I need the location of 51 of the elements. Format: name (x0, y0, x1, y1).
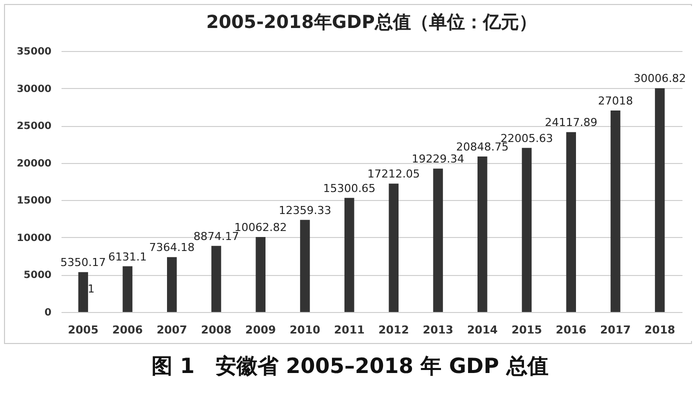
data-label: 27018 (598, 94, 633, 108)
data-label: 8874.17 (194, 230, 239, 243)
data-label: 30006.82 (634, 72, 686, 86)
bar (167, 257, 177, 312)
x-tick-label: 2011 (334, 324, 365, 336)
data-label: 17212.05 (367, 168, 420, 181)
x-tick-label: 2006 (112, 324, 144, 336)
annotation: 1 (88, 282, 95, 296)
data-label: 19229.34 (412, 152, 464, 166)
bar (610, 110, 620, 312)
data-label: 12359.33 (278, 204, 332, 217)
data-label: 24117.89 (544, 116, 598, 130)
x-tick-label: 2018 (644, 324, 676, 336)
data-label: 7364.18 (149, 241, 195, 254)
x-tick-label: 2008 (200, 324, 232, 336)
data-label: 20848.75 (456, 140, 509, 154)
bar (388, 184, 399, 312)
x-tick-label: 2015 (511, 324, 542, 336)
bar (78, 272, 88, 312)
y-tick-label: 30000 (16, 84, 52, 95)
x-tick-label: 2005 (68, 324, 98, 336)
x-tick-label: 2017 (600, 324, 631, 336)
bar (344, 198, 354, 312)
x-tick-label: 2012 (378, 324, 409, 336)
data-label: 6131.1 (108, 250, 147, 264)
x-tick-label: 2013 (422, 324, 454, 336)
data-label: 15300.65 (323, 182, 376, 195)
y-tick-label: 10000 (16, 232, 52, 244)
y-tick-label: 15000 (16, 196, 52, 207)
bar (522, 148, 532, 312)
y-tick-label: 20000 (16, 158, 52, 170)
y-tick-label: 35000 (16, 46, 52, 58)
caption: 图 1 安徽省 2005–2018 年 GDP 总值 (150, 353, 550, 380)
bar (122, 266, 132, 312)
chart-title: 2005-2018年GDP总值（单位：亿元） (206, 12, 537, 33)
data-label: 5350.17 (60, 256, 106, 270)
bar (566, 132, 576, 312)
x-tick-label: 2010 (290, 324, 321, 336)
bar (300, 220, 310, 312)
x-tick-label: 2016 (556, 324, 587, 336)
y-tick-label: 0 (44, 308, 52, 318)
bar (478, 156, 488, 312)
bar (211, 246, 222, 312)
y-tick-label: 5000 (24, 270, 52, 282)
bar (433, 168, 443, 312)
x-tick-label: 2007 (156, 324, 188, 336)
x-tick-label: 2009 (245, 324, 276, 336)
bar (654, 88, 665, 312)
x-tick-label: 2014 (467, 324, 498, 336)
bar (256, 236, 266, 312)
y-tick-label: 25000 (16, 121, 52, 132)
